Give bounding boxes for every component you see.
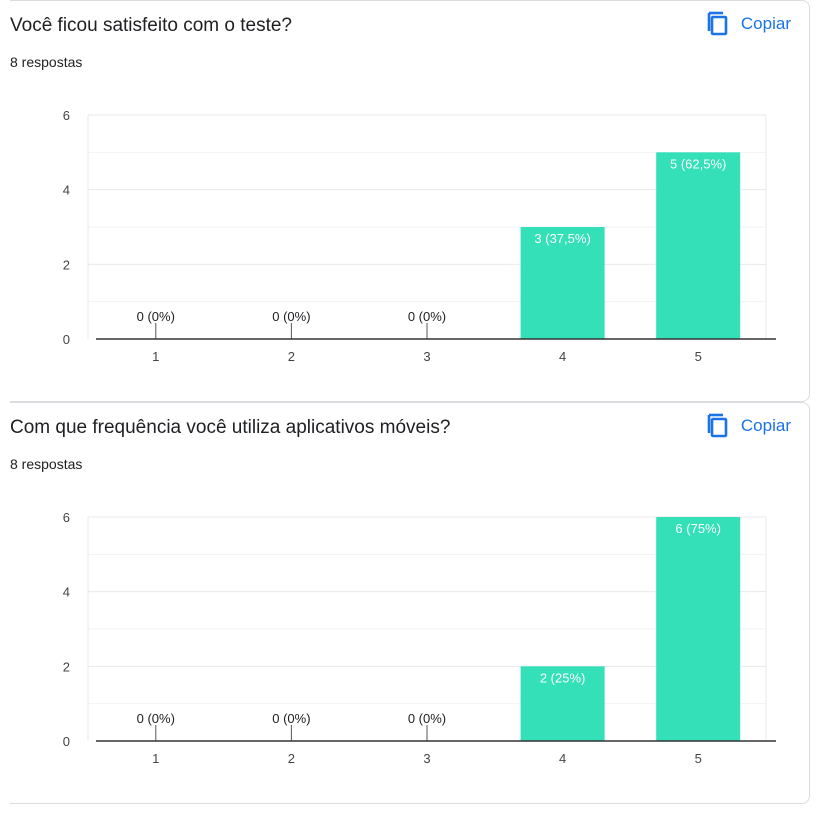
y-tick-label: 0 xyxy=(63,332,70,347)
data-label: 2 (25%) xyxy=(540,670,586,685)
y-tick-label: 2 xyxy=(63,257,70,272)
data-label: 0 (0%) xyxy=(272,711,310,726)
y-tick-label: 6 xyxy=(63,510,70,525)
x-tick-label: 5 xyxy=(695,349,702,364)
bar-chart-app-frequency: 0 2 4 6 0 (0%) 1 0 (0%) 2 0 (0%) 3 2 (25%) 4 6 (75%)… xyxy=(63,510,776,766)
y-tick-label: 4 xyxy=(63,585,70,600)
data-label: 5 (62,5%) xyxy=(670,156,726,171)
x-tick-label: 1 xyxy=(152,751,159,766)
copy-icon xyxy=(707,413,729,439)
y-tick-label: 6 xyxy=(63,108,70,123)
x-tick-label: 3 xyxy=(423,751,430,766)
bar-4[interactable] xyxy=(520,666,605,741)
copy-label: Copiar xyxy=(740,14,791,33)
question-title: Você ficou satisfeito com o teste? xyxy=(10,15,292,36)
y-tick-label: 0 xyxy=(63,734,70,749)
x-tick-label: 5 xyxy=(695,751,702,766)
bar-chart-satisfaction: 0 2 4 6 0 (0%) 1 0 (0%) 2 0 (0%) 3 3 (37,5%) 4 5 (62… xyxy=(63,108,776,364)
copy-button[interactable]: Copiar xyxy=(707,413,791,439)
data-label: 6 (75%) xyxy=(675,521,721,536)
x-tick-label: 4 xyxy=(559,349,566,364)
data-label: 0 (0%) xyxy=(137,711,175,726)
y-tick-label: 2 xyxy=(63,659,70,674)
x-tick-label: 2 xyxy=(288,751,295,766)
response-count: 8 respostas xyxy=(10,456,83,472)
response-count: 8 respostas xyxy=(10,54,83,70)
bar-5[interactable] xyxy=(656,152,741,339)
data-label: 0 (0%) xyxy=(137,309,175,324)
x-tick-label: 4 xyxy=(559,751,566,766)
copy-button[interactable]: Copiar xyxy=(707,11,791,37)
x-tick-label: 2 xyxy=(288,349,295,364)
bar-5[interactable] xyxy=(656,517,741,741)
data-label: 0 (0%) xyxy=(272,309,310,324)
bar-4[interactable] xyxy=(520,227,605,339)
copy-label: Copiar xyxy=(740,416,791,435)
question-card-app-frequency: Com que frequência você utiliza aplicati… xyxy=(10,402,810,804)
question-title: Com que frequência você utiliza aplicati… xyxy=(10,417,451,438)
y-tick-label: 4 xyxy=(63,183,70,198)
copy-icon xyxy=(707,11,729,37)
data-label: 3 (37,5%) xyxy=(534,231,590,246)
data-label: 0 (0%) xyxy=(408,711,446,726)
data-label: 0 (0%) xyxy=(408,309,446,324)
x-tick-label: 1 xyxy=(152,349,159,364)
x-tick-label: 3 xyxy=(423,349,430,364)
question-card-satisfaction: Você ficou satisfeito com o teste? 8 res… xyxy=(10,0,810,402)
